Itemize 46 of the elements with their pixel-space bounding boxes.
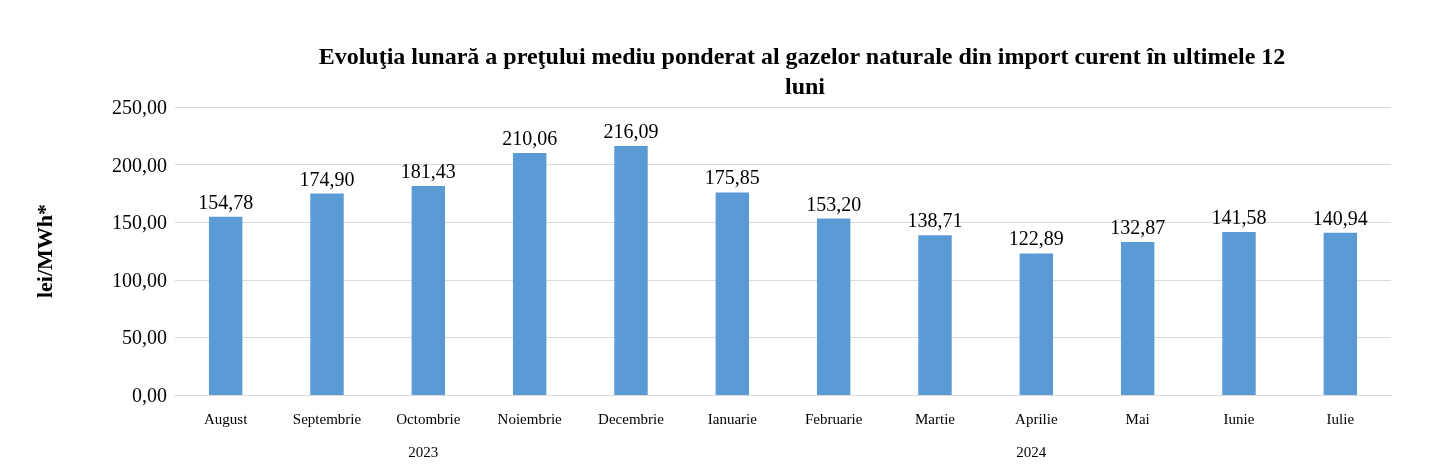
y-tick-label: 200,00 <box>112 153 167 176</box>
x-tick-label: Ianuarie <box>707 410 758 427</box>
x-tick-label: August <box>203 410 249 427</box>
x-tick-label: Iunie <box>1223 410 1255 427</box>
x-tick-label: Aprilie <box>1015 410 1058 427</box>
bar <box>1019 253 1054 395</box>
y-tick-label: 50,00 <box>122 326 167 349</box>
data-label: 216,09 <box>603 120 659 143</box>
x-tick-label: Septembrie <box>292 410 362 427</box>
bar <box>816 218 851 395</box>
x-tick-label: Mai <box>1125 410 1150 427</box>
bar <box>1120 241 1155 395</box>
data-label: 175,85 <box>704 166 760 189</box>
y-tick-label: 150,00 <box>112 211 167 234</box>
bar <box>614 146 648 395</box>
data-label: 138,71 <box>907 209 963 232</box>
x-tick-label: Decembrie <box>598 410 665 427</box>
x-tick-label: Iulie <box>1326 410 1355 427</box>
data-label: 210,06 <box>502 127 558 150</box>
text: 2023 <box>408 443 439 460</box>
x-tick-label: Martie <box>915 410 956 427</box>
bar <box>1222 231 1256 395</box>
data-label: 132,87 <box>1110 215 1166 238</box>
data-label: 141,58 <box>1211 205 1267 228</box>
data-label: 140,94 <box>1312 206 1368 229</box>
data-label: 153,20 <box>806 192 862 215</box>
data-label: 174,90 <box>299 167 355 190</box>
x-tick-label: Februarie <box>804 410 863 427</box>
data-label: 122,89 <box>1008 227 1064 250</box>
y-tick-label: 0,00 <box>132 384 167 406</box>
y-tick-label: 100,00 <box>112 268 167 291</box>
text: 2024 <box>1016 443 1047 460</box>
bar <box>715 192 750 395</box>
bar <box>411 185 446 395</box>
data-label: 181,43 <box>400 159 456 182</box>
y-tick-label: 250,00 <box>112 96 167 118</box>
chart-title: Evoluţia lunară a preţului mediu ponderat al gazelor naturale din import curent în ultimele 12 luni <box>318 43 1292 99</box>
bar <box>1323 232 1358 395</box>
bar <box>310 193 344 395</box>
bar <box>512 153 547 395</box>
bar <box>918 235 952 395</box>
bar <box>208 216 243 395</box>
x-tick-label: Octombrie <box>396 410 461 427</box>
x-tick-label: Noiembrie <box>497 410 563 427</box>
y-axis-title: lei/MWh* <box>31 203 57 299</box>
data-label: 154,78 <box>198 190 254 213</box>
